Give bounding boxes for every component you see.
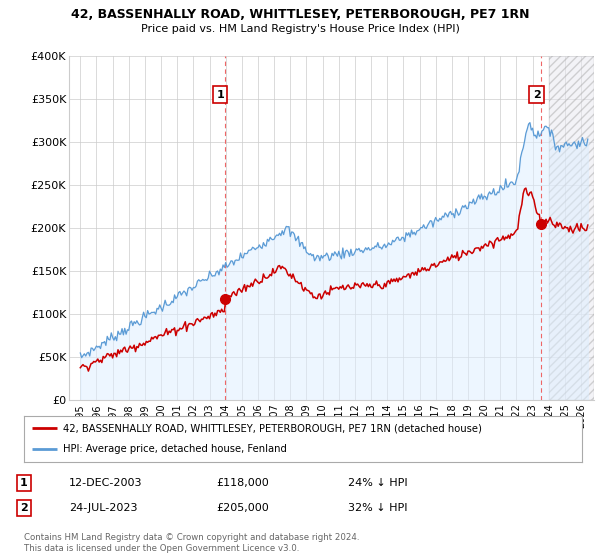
Text: Contains HM Land Registry data © Crown copyright and database right 2024.
This d: Contains HM Land Registry data © Crown c… — [24, 533, 359, 553]
Text: 24% ↓ HPI: 24% ↓ HPI — [348, 478, 407, 488]
Text: 2: 2 — [20, 503, 28, 513]
Text: £205,000: £205,000 — [216, 503, 269, 513]
Text: 12-DEC-2003: 12-DEC-2003 — [69, 478, 143, 488]
Text: 42, BASSENHALLY ROAD, WHITTLESEY, PETERBOROUGH, PE7 1RN: 42, BASSENHALLY ROAD, WHITTLESEY, PETERB… — [71, 8, 529, 21]
Text: HPI: Average price, detached house, Fenland: HPI: Average price, detached house, Fenl… — [63, 445, 287, 455]
Text: 1: 1 — [20, 478, 28, 488]
Text: 42, BASSENHALLY ROAD, WHITTLESEY, PETERBOROUGH, PE7 1RN (detached house): 42, BASSENHALLY ROAD, WHITTLESEY, PETERB… — [63, 423, 482, 433]
Text: 2: 2 — [533, 90, 541, 100]
Text: 32% ↓ HPI: 32% ↓ HPI — [348, 503, 407, 513]
Text: Price paid vs. HM Land Registry's House Price Index (HPI): Price paid vs. HM Land Registry's House … — [140, 24, 460, 34]
Text: £118,000: £118,000 — [216, 478, 269, 488]
Text: 24-JUL-2023: 24-JUL-2023 — [69, 503, 137, 513]
Text: 1: 1 — [217, 90, 224, 100]
